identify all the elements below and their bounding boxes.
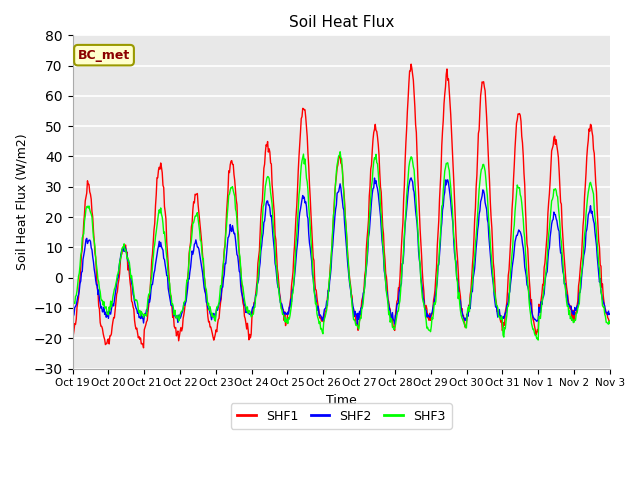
Legend: SHF1, SHF2, SHF3: SHF1, SHF2, SHF3	[231, 403, 452, 429]
SHF1	[218, 296, 225, 301]
SHF1	[407, 61, 415, 67]
SHF2	[217, 297, 225, 303]
Title: Soil Heat Flux: Soil Heat Flux	[289, 15, 394, 30]
SHF1	[140, 345, 147, 351]
SHF3	[606, 321, 614, 326]
SHF3	[534, 337, 542, 343]
SHF3	[407, 154, 415, 160]
SHF3	[68, 302, 76, 308]
SHF2	[79, 269, 86, 275]
SHF2	[424, 311, 431, 317]
SHF3	[188, 229, 196, 235]
Line: SHF1: SHF1	[72, 64, 610, 348]
X-axis label: Time: Time	[326, 394, 356, 407]
SHF1	[606, 319, 614, 324]
SHF2	[353, 322, 361, 327]
SHF2	[68, 310, 76, 316]
SHF3	[217, 283, 225, 288]
SHF3	[423, 325, 431, 331]
SHF1	[424, 315, 431, 321]
SHF1	[189, 207, 196, 213]
SHF2	[407, 175, 415, 181]
Line: SHF3: SHF3	[72, 152, 610, 340]
SHF2	[606, 312, 614, 317]
SHF1	[79, 246, 86, 252]
SHF1	[134, 330, 141, 336]
SHF3	[79, 235, 86, 241]
SHF1	[68, 333, 76, 338]
Line: SHF2: SHF2	[72, 178, 610, 324]
SHF3	[336, 149, 344, 155]
SHF1	[408, 66, 416, 72]
SHF2	[408, 178, 416, 183]
SHF3	[134, 300, 141, 306]
SHF2	[188, 248, 196, 254]
Y-axis label: Soil Heat Flux (W/m2): Soil Heat Flux (W/m2)	[15, 133, 28, 270]
SHF2	[134, 311, 141, 316]
Text: BC_met: BC_met	[78, 48, 130, 61]
